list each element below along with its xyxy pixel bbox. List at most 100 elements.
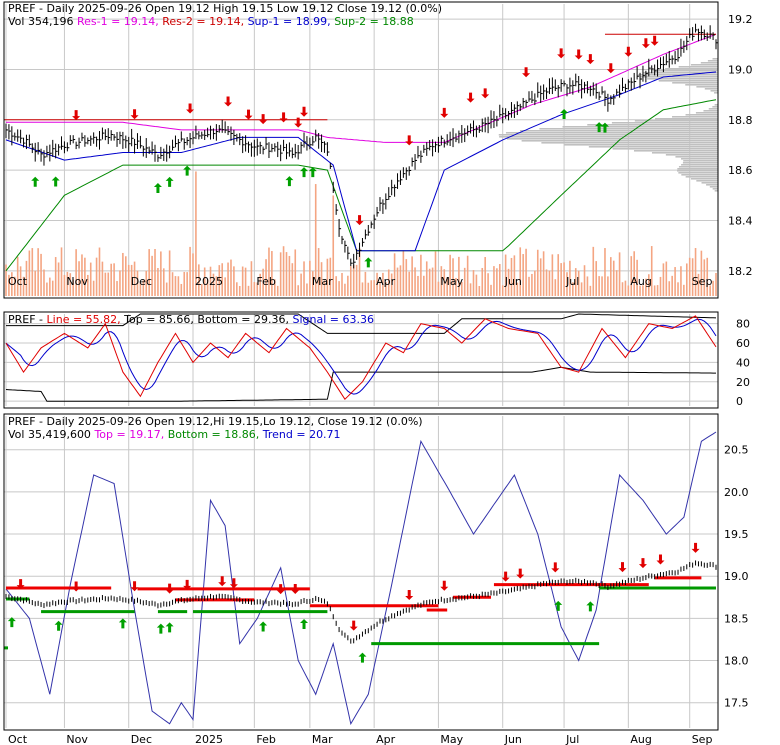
volume-profile-bar	[685, 84, 718, 86]
volume-bar	[580, 282, 583, 296]
volume-bar	[598, 276, 600, 296]
volume-profile-bar	[665, 154, 718, 156]
oscillator-y-tick: 20	[736, 376, 750, 389]
price-x-tick: Jun	[504, 275, 522, 288]
volume-bar	[709, 285, 711, 296]
volume-bar	[405, 259, 408, 296]
top-line	[6, 313, 717, 334]
volume-bar	[425, 261, 428, 296]
volume-bar	[577, 270, 580, 296]
down-arrow	[440, 580, 449, 591]
down-arrow	[466, 92, 475, 103]
volume-bar	[437, 281, 440, 296]
volume-profile-bar	[704, 88, 718, 90]
volume-bar	[554, 279, 557, 296]
volume-bar	[507, 268, 510, 296]
volume-bar	[212, 273, 215, 296]
price-x-tick: Sep	[692, 275, 713, 288]
volume-bar	[478, 285, 481, 296]
legend-part: PREF - Daily 2025-09-26 Open 19.12 High …	[8, 2, 442, 15]
down-arrow	[481, 88, 490, 99]
trend-x-tick: Aug	[630, 733, 651, 745]
price-x-tick: Dec	[131, 275, 152, 288]
volume-bar	[528, 276, 530, 296]
volume-bar	[355, 264, 358, 296]
volume-bar	[72, 279, 75, 296]
volume-bar	[420, 254, 422, 296]
volume-bar	[408, 271, 411, 296]
volume-bar	[177, 276, 180, 296]
up-arrow	[600, 122, 609, 133]
down-arrow	[574, 49, 583, 60]
price-x-tick: Oct	[8, 275, 28, 288]
volume-bar	[653, 285, 656, 296]
down-arrow	[300, 106, 309, 117]
down-arrow	[16, 579, 25, 590]
volume-bar	[291, 263, 294, 296]
up-arrow	[31, 176, 40, 187]
volume-bar	[127, 264, 130, 296]
trend-panel-frame	[3, 413, 719, 731]
volume-bar	[536, 249, 539, 296]
volume-bar	[566, 272, 568, 296]
volume-bar	[84, 257, 86, 296]
volume-bar	[341, 272, 343, 296]
volume-bar	[563, 262, 565, 296]
volume-bar	[282, 246, 285, 296]
down-arrow	[165, 583, 174, 594]
volume-bar	[92, 280, 95, 296]
oscillator-y-axis: 80 60 40 20 0	[736, 318, 750, 408]
volume-profile-bar	[521, 140, 718, 142]
volume-bar	[461, 281, 463, 296]
legend-part: Vol 35,419,600	[8, 428, 94, 441]
trend-x-tick: Sep	[692, 733, 713, 745]
volume-profile-bar	[707, 60, 718, 62]
volume-bar	[218, 265, 221, 296]
down-arrow	[72, 110, 81, 121]
volume-bar	[572, 282, 574, 296]
volume-bar	[148, 249, 150, 296]
volume-bar	[31, 248, 34, 296]
volume-profile-bar	[678, 166, 718, 168]
signal-arrows	[31, 35, 659, 268]
trend-x-tick: Oct	[8, 733, 28, 745]
volume-bar	[34, 270, 37, 296]
volume-profile-bar	[655, 118, 718, 120]
volume-bar	[496, 268, 498, 296]
volume-profile-bar	[634, 120, 718, 122]
volume-profile-bar	[690, 178, 718, 180]
signal-line	[5, 318, 717, 395]
volume-bar	[610, 257, 612, 296]
volume-bar	[691, 258, 694, 296]
volume-profile-bar	[682, 162, 718, 164]
price-panel: PREF - Daily 2025-09-26 Open 19.12 High …	[3, 1, 753, 299]
volume-bar	[493, 266, 495, 296]
volume-profile-bar	[541, 142, 718, 144]
volume-bar	[311, 271, 314, 296]
down-arrow	[638, 558, 647, 569]
volume-bar	[446, 277, 448, 296]
volume-bar	[612, 260, 615, 296]
volume-bar	[306, 283, 308, 296]
volume-bar	[215, 276, 218, 296]
volume-profile-bar	[677, 168, 718, 170]
down-arrow	[650, 35, 659, 46]
volume-profile-bar	[700, 62, 718, 64]
volume-bar	[557, 254, 560, 296]
volume-bar	[69, 273, 72, 296]
volume-bar	[376, 272, 378, 296]
volume-bar	[659, 276, 662, 296]
down-arrow	[229, 578, 238, 589]
volume-bar	[352, 264, 355, 296]
down-arrow	[291, 584, 300, 595]
up-arrow	[300, 619, 309, 630]
up-arrow	[554, 600, 563, 611]
volume-profile-bar	[672, 116, 718, 118]
volume-bar	[51, 280, 54, 296]
volume-bar	[224, 277, 226, 296]
volume-bar	[122, 252, 124, 296]
volume-bar	[274, 279, 276, 296]
volume-bar	[113, 263, 115, 296]
volume-bar	[370, 280, 373, 296]
volume-bar	[458, 256, 460, 296]
